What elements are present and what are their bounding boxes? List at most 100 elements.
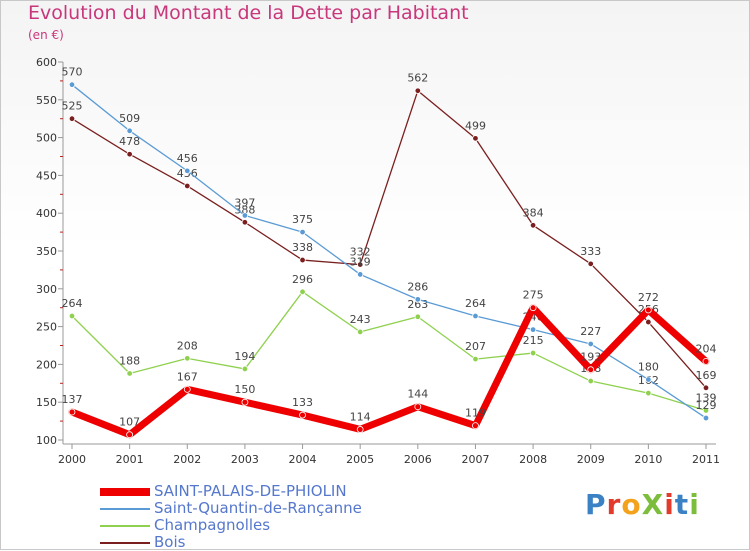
data-label-saint-quantin-de-ran-anne: 264 (465, 297, 486, 310)
x-tick-label: 2011 (692, 453, 720, 466)
data-point-saint-quantin-de-ran-anne (414, 296, 422, 303)
y-tick-label: 100 (36, 434, 57, 447)
data-label-saint-quantin-de-ran-anne: 509 (119, 112, 140, 125)
legend-swatch (100, 508, 150, 510)
data-label-saint-palais-de-phiolin: 144 (407, 388, 428, 401)
y-tick-label: 600 (36, 56, 57, 69)
data-label-saint-palais-de-phiolin: 272 (638, 291, 659, 304)
data-label-bois: 562 (407, 72, 428, 85)
data-label-champagnolles: 139 (696, 392, 717, 405)
data-label-saint-quantin-de-ran-anne: 129 (696, 399, 717, 412)
data-label-saint-palais-de-phiolin: 137 (62, 393, 83, 406)
x-tick-label: 2005 (346, 453, 374, 466)
data-label-saint-palais-de-phiolin: 107 (119, 416, 140, 429)
data-point-saint-palais-de-phiolin (241, 398, 249, 406)
data-label-saint-palais-de-phiolin: 133 (292, 396, 313, 409)
legend-swatch (100, 488, 150, 496)
legend-label: Saint-Quantin-de-Rançanne (154, 499, 362, 517)
data-point-champagnolles (414, 313, 422, 320)
data-label-saint-palais-de-phiolin: 114 (350, 410, 371, 423)
line-chart: 100 150 200 250 300 350 400 450 500 550 600 2000 200… (36, 56, 720, 466)
series-line-champagnolles (71, 291, 707, 412)
data-point-saint-quantin-de-ran-anne (587, 340, 594, 348)
data-point-saint-quantin-de-ran-anne (184, 167, 191, 175)
data-point-saint-quantin-de-ran-anne (702, 414, 710, 422)
data-label-saint-palais-de-phiolin: 167 (177, 370, 198, 383)
data-point-saint-palais-de-phiolin (644, 306, 652, 314)
data-point-bois (702, 384, 710, 392)
data-point-saint-quantin-de-ran-anne (68, 81, 76, 88)
logo-letter: P (585, 488, 607, 521)
data-label-saint-quantin-de-ran-anne: 286 (407, 280, 428, 293)
chart-subtitle: (en €) (28, 28, 64, 42)
data-point-bois (645, 318, 652, 326)
data-point-champagnolles (529, 349, 537, 357)
data-point-saint-palais-de-phiolin (529, 304, 537, 312)
data-point-saint-quantin-de-ran-anne (529, 326, 537, 333)
y-tick-label: 500 (36, 132, 57, 145)
data-point-saint-palais-de-phiolin (587, 366, 595, 374)
logo-letter: i (664, 488, 675, 521)
y-tick-label: 350 (36, 245, 57, 258)
y-tick-label: 450 (36, 169, 57, 182)
data-point-bois (126, 151, 133, 158)
y-tick-label: 150 (36, 396, 57, 409)
data-label-saint-quantin-de-ran-anne: 375 (292, 213, 313, 226)
data-point-champagnolles (184, 355, 191, 362)
data-point-saint-palais-de-phiolin (472, 422, 479, 430)
data-point-champagnolles (126, 370, 133, 377)
data-label-champagnolles: 243 (350, 313, 371, 326)
legend-label: Champagnolles (154, 516, 271, 534)
data-point-saint-quantin-de-ran-anne (472, 312, 479, 320)
data-label-saint-palais-de-phiolin: 119 (465, 407, 486, 420)
data-point-saint-palais-de-phiolin (414, 403, 422, 411)
data-point-bois (472, 135, 479, 142)
data-label-champagnolles: 264 (62, 297, 83, 310)
y-tick-label: 250 (36, 321, 57, 334)
data-point-saint-palais-de-phiolin (126, 431, 134, 439)
logo-letter: r (606, 488, 622, 521)
data-label-bois: 384 (523, 206, 544, 219)
legend-swatch (100, 525, 150, 527)
data-label-bois: 388 (234, 203, 255, 216)
data-point-champagnolles (356, 328, 364, 336)
logo-letter: o (621, 488, 642, 521)
data-point-saint-palais-de-phiolin (702, 357, 710, 365)
data-point-saint-quantin-de-ran-anne (356, 271, 364, 278)
data-point-bois (68, 115, 76, 122)
data-point-saint-palais-de-phiolin (299, 411, 306, 419)
y-tick-label: 300 (36, 283, 57, 296)
data-label-saint-palais-de-phiolin: 150 (234, 383, 255, 396)
series-line-bois (71, 90, 707, 389)
data-label-champagnolles: 296 (292, 273, 313, 286)
data-label-saint-quantin-de-ran-anne: 397 (234, 196, 255, 209)
data-label-saint-palais-de-phiolin: 193 (580, 351, 601, 364)
series-line-saint-quantin-de-ran-anne (71, 84, 707, 419)
x-tick-label: 2001 (116, 453, 144, 466)
data-point-champagnolles (472, 355, 479, 363)
data-label-saint-quantin-de-ran-anne: 570 (62, 66, 83, 79)
proxiti-logo: ProXiti (585, 488, 700, 521)
y-tick-label: 400 (36, 207, 57, 220)
logo-letter: i (689, 488, 700, 521)
data-point-saint-palais-de-phiolin (68, 408, 76, 416)
data-point-champagnolles (299, 288, 306, 296)
data-point-bois (414, 87, 422, 94)
x-tick-label: 2009 (577, 453, 605, 466)
x-tick-label: 2002 (173, 453, 201, 466)
x-tick-label: 2006 (404, 453, 432, 466)
data-label-bois: 169 (696, 369, 717, 382)
data-label-saint-quantin-de-ran-anne: 227 (580, 325, 601, 338)
data-label-saint-quantin-de-ran-anne: 456 (177, 152, 198, 165)
data-label-champagnolles: 188 (119, 354, 140, 367)
data-point-saint-quantin-de-ran-anne (299, 228, 306, 236)
data-point-champagnolles (645, 389, 652, 397)
data-label-bois: 333 (580, 245, 601, 258)
data-label-saint-palais-de-phiolin: 275 (523, 289, 544, 302)
data-point-bois (241, 219, 249, 226)
y-tick-label: 550 (36, 94, 57, 107)
data-label-saint-quantin-de-ran-anne: 180 (638, 361, 659, 374)
data-label-bois: 338 (292, 241, 313, 254)
data-point-saint-palais-de-phiolin (356, 426, 364, 433)
